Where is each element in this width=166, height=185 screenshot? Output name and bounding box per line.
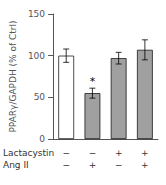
svg-text:Ang II: Ang II	[3, 160, 29, 170]
svg-text:−: −	[89, 148, 97, 158]
svg-text:*: *	[90, 75, 96, 88]
svg-text:Lactacystin: Lactacystin	[3, 148, 54, 158]
svg-text:+: +	[115, 148, 123, 158]
svg-text:+: +	[141, 160, 149, 170]
svg-text:0: 0	[39, 134, 45, 144]
svg-text:50: 50	[34, 92, 46, 102]
svg-text:−: −	[62, 160, 70, 170]
svg-text:100: 100	[28, 51, 45, 61]
svg-text:+: +	[89, 160, 97, 170]
svg-text:−: −	[62, 148, 70, 158]
svg-text:150: 150	[28, 9, 45, 19]
svg-text:PPARγ/GAPDH (% of Ctrl): PPARγ/GAPDH (% of Ctrl)	[8, 20, 18, 132]
svg-text:−: −	[115, 160, 123, 170]
svg-text:+: +	[141, 148, 149, 158]
